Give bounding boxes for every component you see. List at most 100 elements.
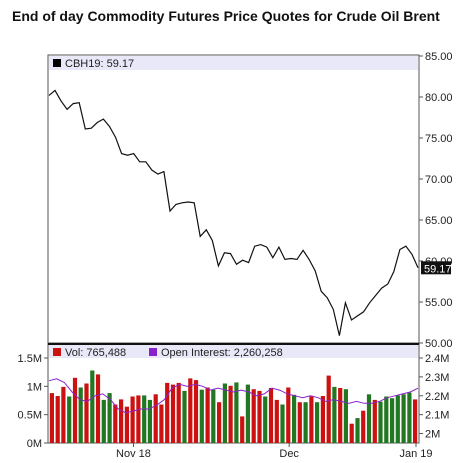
- volume-bar: [378, 401, 383, 443]
- volume-bar: [90, 370, 95, 443]
- volume-bar: [199, 389, 204, 443]
- volume-legend-bar: [49, 345, 418, 358]
- volume-legend-swatch: [53, 348, 61, 356]
- volume-bar: [107, 393, 112, 443]
- volume-bar: [343, 389, 348, 443]
- price-y-tick-label: 70.00: [425, 174, 453, 186]
- volume-bar: [326, 375, 331, 443]
- volume-bar: [366, 394, 372, 443]
- volume-bars: [49, 370, 418, 443]
- price-y-tick-label: 55.00: [425, 297, 453, 309]
- volume-bar: [222, 383, 227, 443]
- x-axis: Nov 18 Dec Jan 19: [116, 443, 433, 460]
- volume-bar: [251, 389, 256, 443]
- volume-bar: [61, 386, 66, 443]
- x-tick-label: Dec: [279, 448, 299, 460]
- volume-bar: [257, 390, 262, 443]
- volume-bar: [413, 399, 418, 443]
- volume-bar: [211, 389, 216, 443]
- volume-bar: [395, 395, 400, 443]
- open-interest-legend-label: Open Interest: 2,260,258: [161, 347, 283, 359]
- volume-bar: [95, 374, 101, 443]
- volume-bar: [119, 399, 124, 443]
- volume-bar: [384, 396, 389, 443]
- volume-y-axis-left: 1.5M 1M 0.5M 0M: [18, 353, 48, 450]
- volume-bar: [193, 380, 199, 443]
- volume-y-tick-label: 1.5M: [18, 353, 42, 365]
- volume-bar: [315, 402, 320, 443]
- volume-bar: [101, 399, 106, 443]
- price-legend-swatch: [53, 59, 61, 67]
- volume-bar: [372, 399, 377, 443]
- volume-bar: [55, 396, 60, 443]
- volume-bar: [153, 394, 158, 443]
- volume-bar: [165, 382, 170, 443]
- chart-title: End of day Commodity Futures Price Quote…: [12, 8, 440, 24]
- open-interest-y-tick-label: 2M: [425, 429, 440, 441]
- volume-bar: [286, 387, 291, 443]
- volume-bar: [217, 402, 222, 443]
- volume-bar: [390, 398, 395, 443]
- volume-bar: [280, 404, 285, 443]
- volume-bar: [338, 388, 343, 443]
- volume-y-tick-label: 1M: [27, 381, 42, 393]
- volume-legend-label: Vol: 765,488: [65, 347, 126, 359]
- volume-bar: [292, 394, 297, 443]
- volume-bar: [355, 418, 360, 443]
- price-legend-label: CBH19: 59.17: [65, 58, 134, 70]
- volume-bar: [142, 395, 147, 443]
- volume-bar: [124, 406, 129, 443]
- volume-bar: [332, 386, 337, 443]
- volume-bar: [159, 404, 164, 443]
- price-y-tick-label: 75.00: [425, 133, 453, 145]
- volume-bar: [182, 390, 187, 443]
- volume-bar: [130, 396, 135, 443]
- price-y-tick-label: 85.00: [425, 51, 453, 63]
- volume-bar: [309, 396, 314, 443]
- open-interest-y-tick-label: 2.1M: [425, 410, 449, 422]
- volume-bar: [67, 396, 72, 443]
- volume-y-tick-label: 0.5M: [18, 410, 42, 422]
- open-interest-line: [48, 378, 419, 414]
- volume-bar: [84, 383, 89, 443]
- volume-bar: [205, 387, 210, 443]
- volume-bar: [147, 399, 152, 443]
- volume-bar: [263, 396, 268, 443]
- price-panel: [47, 54, 420, 344]
- last-price-box: [421, 261, 451, 275]
- volume-bar: [234, 382, 239, 443]
- open-interest-y-tick-label: 2.4M: [425, 353, 449, 365]
- volume-bar: [349, 423, 354, 443]
- volume-bar: [228, 385, 233, 443]
- volume-bar: [176, 382, 181, 443]
- volume-bar: [245, 384, 250, 443]
- last-price-label: 59.17: [424, 263, 452, 275]
- price-y-tick-label: 80.00: [425, 92, 453, 104]
- volume-bar: [407, 392, 412, 443]
- volume-bar: [72, 377, 78, 443]
- volume-bar: [170, 384, 176, 443]
- volume-bar: [49, 393, 54, 443]
- volume-bar: [240, 416, 245, 443]
- volume-bar: [268, 388, 274, 443]
- open-interest-y-tick-label: 2.2M: [425, 391, 449, 403]
- x-tick-label: Jan 19: [399, 448, 432, 460]
- last-price-marker: 59.17: [421, 261, 452, 275]
- volume-bar: [136, 395, 141, 443]
- price-y-tick-label: 50.00: [425, 338, 453, 350]
- x-tick-label: Nov 18: [116, 448, 151, 460]
- price-series-line: [48, 89, 419, 336]
- volume-bar: [297, 402, 302, 443]
- volume-bar: [320, 396, 325, 443]
- open-interest-legend-swatch: [149, 348, 157, 356]
- volume-y-tick-label: 0M: [27, 438, 42, 450]
- volume-bar: [188, 378, 193, 443]
- volume-bar: [401, 394, 406, 443]
- volume-bar: [78, 387, 83, 443]
- volume-y-axis-right: 2.4M 2.3M 2.2M 2.1M 2M: [419, 353, 449, 441]
- open-interest-y-tick-label: 2.3M: [425, 372, 449, 384]
- volume-bar: [361, 410, 366, 443]
- price-y-tick-label: 65.00: [425, 215, 453, 227]
